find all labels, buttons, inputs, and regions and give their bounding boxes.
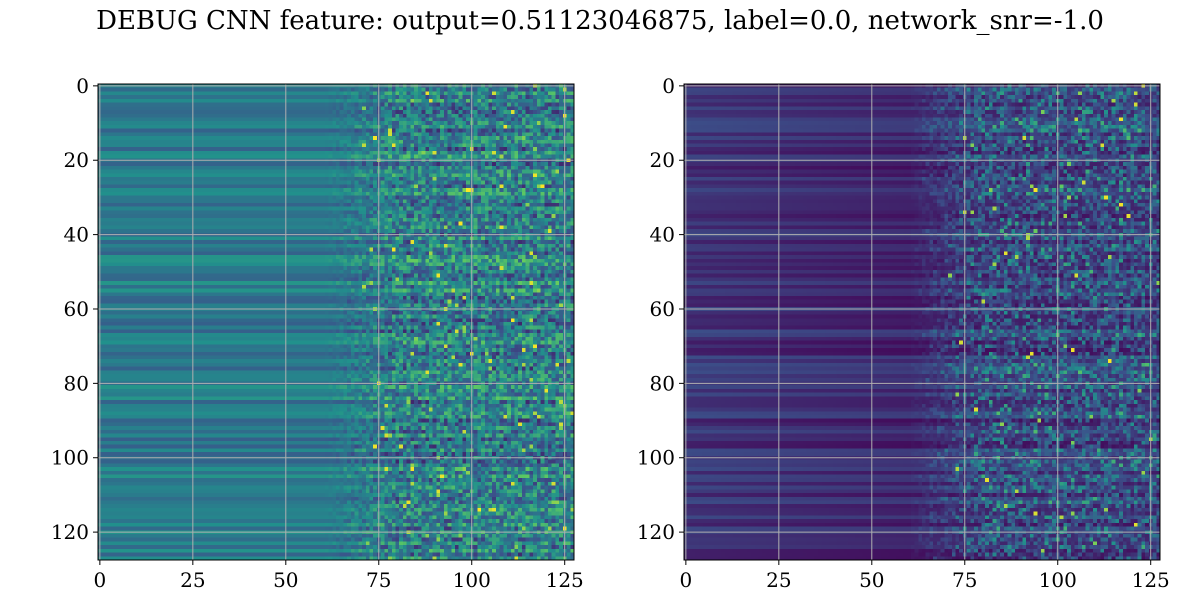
heatmap-image bbox=[98, 84, 574, 560]
x-tick-label: 25 bbox=[180, 568, 205, 592]
x-tick-label: 125 bbox=[546, 568, 584, 592]
axes-frame bbox=[683, 83, 1161, 561]
y-tick-label: 100 bbox=[637, 446, 675, 470]
heatmap-panel-right: 0 25 50 75 100 125 0 20 40 60 80 100 120 bbox=[637, 74, 1170, 592]
figure-title: DEBUG CNN feature: output=0.51123046875,… bbox=[96, 6, 1104, 36]
y-tick-label: 120 bbox=[51, 520, 89, 544]
x-tick-label: 25 bbox=[766, 568, 791, 592]
y-tick-label: 120 bbox=[637, 520, 675, 544]
heatmap-panel-left: 0 25 50 75 100 125 0 20 40 60 80 100 120 bbox=[51, 74, 584, 592]
y-tick-label: 0 bbox=[76, 74, 89, 98]
y-tick-label: 80 bbox=[650, 371, 675, 395]
x-tick-label: 50 bbox=[273, 568, 298, 592]
x-tick-label: 100 bbox=[1039, 568, 1077, 592]
x-tick-label: 100 bbox=[453, 568, 491, 592]
x-tick-label: 0 bbox=[679, 568, 692, 592]
y-tick-label: 60 bbox=[64, 297, 89, 321]
heatmap-image bbox=[684, 84, 1160, 560]
y-tick-label: 0 bbox=[662, 74, 675, 98]
y-tick-label: 100 bbox=[51, 446, 89, 470]
y-tick-label: 40 bbox=[650, 223, 675, 247]
y-tick-label: 20 bbox=[650, 148, 675, 172]
x-tick-label: 75 bbox=[952, 568, 977, 592]
y-tick-label: 40 bbox=[64, 223, 89, 247]
x-tick-label: 125 bbox=[1132, 568, 1170, 592]
y-tick-label: 20 bbox=[64, 148, 89, 172]
y-tick-label: 60 bbox=[650, 297, 675, 321]
x-tick-label: 50 bbox=[859, 568, 884, 592]
x-tick-label: 75 bbox=[366, 568, 391, 592]
y-tick-label: 80 bbox=[64, 371, 89, 395]
x-tick-label: 0 bbox=[93, 568, 106, 592]
axes-frame bbox=[97, 83, 575, 561]
